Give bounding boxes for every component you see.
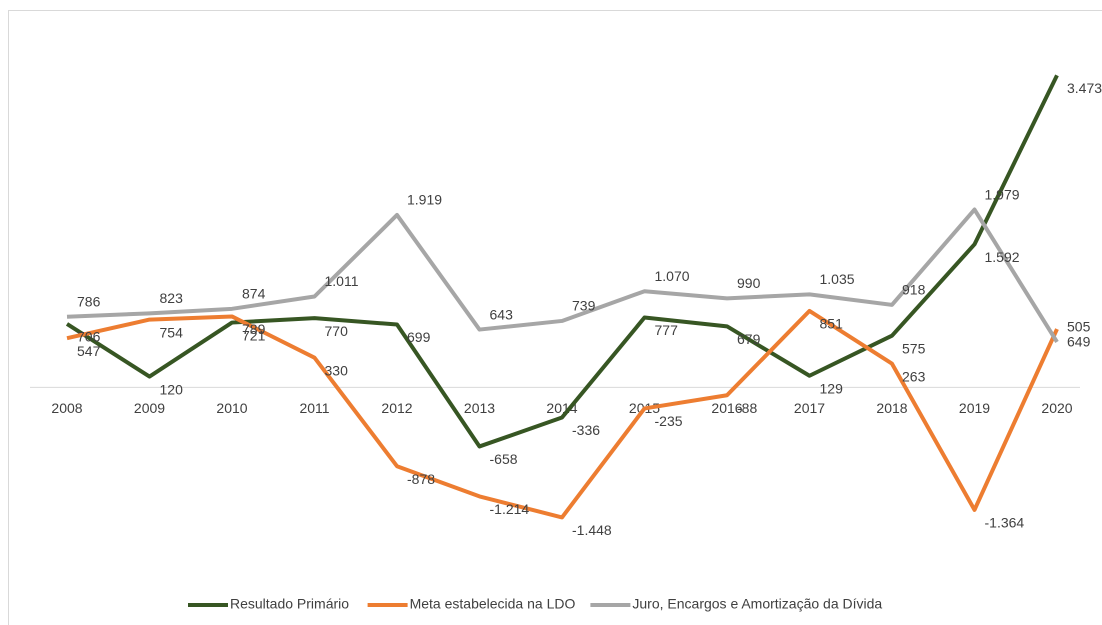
x-tick-label: 2009 xyxy=(134,400,165,416)
legend-label: Juro, Encargos e Amortização da Dívida xyxy=(632,596,882,612)
legend-label: Meta estabelecida na LDO xyxy=(410,596,576,612)
data-label: 129 xyxy=(820,380,844,396)
chart-frame xyxy=(8,10,1102,625)
x-tick-label: 2010 xyxy=(216,400,247,416)
data-label: 547 xyxy=(77,343,101,359)
data-label: 1.592 xyxy=(985,249,1020,265)
data-label: -878 xyxy=(407,471,435,487)
data-label: 575 xyxy=(902,340,926,356)
x-tick-label: 2012 xyxy=(381,400,412,416)
data-label: -1.448 xyxy=(572,522,612,538)
data-label: -235 xyxy=(655,413,683,429)
data-label: 789 xyxy=(242,321,266,337)
data-label: 874 xyxy=(242,286,266,302)
data-label: 699 xyxy=(407,329,431,345)
data-label: 263 xyxy=(902,368,926,384)
data-label: -1.364 xyxy=(985,515,1025,531)
data-label: 1.035 xyxy=(820,271,855,287)
data-label: -658 xyxy=(490,451,518,467)
data-label: -1.214 xyxy=(490,501,530,517)
legend-label: Resultado Primário xyxy=(230,596,349,612)
data-label: -88 xyxy=(737,400,757,416)
data-label: 770 xyxy=(325,323,349,339)
data-label: 1.919 xyxy=(407,192,442,208)
data-label: 721 xyxy=(242,327,266,343)
data-label: 679 xyxy=(737,331,761,347)
data-label: 1.011 xyxy=(325,273,359,289)
data-label: 990 xyxy=(737,275,761,291)
data-label: 739 xyxy=(572,298,596,314)
data-label: 643 xyxy=(490,306,514,322)
series-line xyxy=(66,308,1059,520)
series-line xyxy=(66,207,1059,344)
data-label: 1.070 xyxy=(655,268,690,284)
data-label: 754 xyxy=(160,324,184,340)
data-label: 120 xyxy=(160,381,184,397)
x-tick-label: 2014 xyxy=(546,400,577,416)
data-label: 823 xyxy=(160,290,184,306)
data-label: 3.473 xyxy=(1067,80,1102,96)
x-tick-label: 2017 xyxy=(794,400,825,416)
data-label: 777 xyxy=(655,322,679,338)
x-tick-label: 2011 xyxy=(299,400,329,416)
x-tick-label: 2013 xyxy=(464,400,495,416)
x-tick-label: 2020 xyxy=(1041,400,1072,416)
series-line xyxy=(65,74,1059,449)
data-label: 706 xyxy=(77,329,101,345)
x-tick-label: 2019 xyxy=(959,400,990,416)
data-label: 1.979 xyxy=(985,186,1020,202)
data-label: 330 xyxy=(325,362,349,378)
x-tick-label: 2008 xyxy=(51,400,82,416)
x-tick-label: 2018 xyxy=(876,400,907,416)
data-label: 505 xyxy=(1067,319,1091,335)
data-label: 786 xyxy=(77,293,101,309)
x-tick-label: 2016 xyxy=(711,400,742,416)
data-label: 918 xyxy=(902,282,926,298)
data-label: -336 xyxy=(572,422,600,438)
data-label: 851 xyxy=(820,316,844,332)
data-label: 649 xyxy=(1067,334,1091,350)
